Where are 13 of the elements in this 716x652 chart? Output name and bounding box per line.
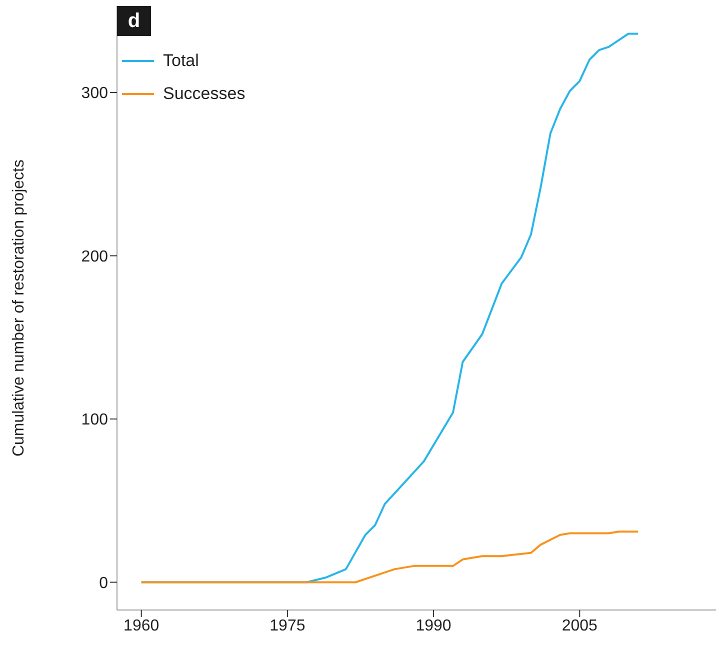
line-series: [140, 530, 640, 584]
annotation: d: [117, 6, 151, 36]
x-tick-label: 1990: [416, 617, 452, 634]
x-tick-label: 2005: [562, 617, 598, 634]
legend-label: Successes: [163, 84, 246, 104]
x-tick-label: 1975: [270, 617, 306, 634]
y-tick-label: 100: [81, 412, 108, 429]
y-tick-label: 0: [99, 574, 108, 592]
y-tick-label: 200: [81, 248, 108, 266]
legend-label: Total: [163, 50, 199, 70]
x-tick-label: 1960: [124, 617, 160, 634]
y-tick-label: 300: [81, 85, 108, 102]
y-axis-title: Cumulative number of restoration projects: [10, 159, 28, 457]
